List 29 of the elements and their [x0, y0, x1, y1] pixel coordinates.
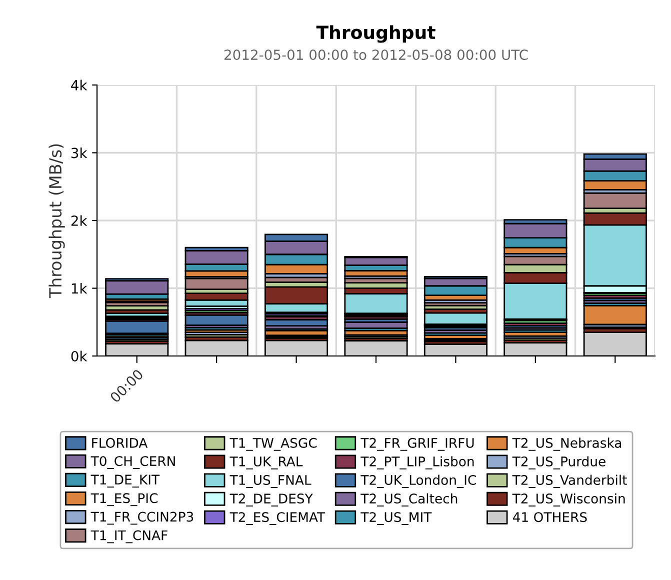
legend-label: T1_IT_CNAF [90, 530, 168, 544]
legend-label: T2_FR_GRIF_IRFU [360, 438, 474, 451]
legend-label: T2_UK_London_IC [360, 474, 476, 488]
legend-label: T2_US_Caltech [360, 493, 458, 506]
legend-label: T2_DE_DESY [230, 494, 313, 506]
legend-label: T1_US_FNAL [230, 475, 312, 488]
y-tick-label: 0k [71, 350, 88, 362]
legend-label: T1_UK_RAL [230, 456, 303, 470]
legend-label: T2_US_Vanderbilt [512, 474, 627, 488]
legend-label: 41 OTHERS [512, 512, 587, 522]
legend-label: T2_US_Purdue [512, 456, 606, 470]
legend-label: T2_PT_LIP_Lisbon [360, 456, 474, 470]
legend-label: T1_FR_CCIN2P3 [90, 512, 194, 525]
legend-label: T1_ES_PIC [90, 493, 158, 506]
legend-label: FLORIDA [92, 438, 148, 448]
legend-label: T2_ES_CIEMAT [230, 512, 326, 525]
y-axis-title: Throughput (MB/s) [48, 144, 65, 298]
y-tick-label: 2k [71, 215, 88, 226]
y-tick-label: 1k [72, 282, 88, 294]
y-tick-label: 3k [71, 147, 88, 158]
legend-label: T2_US_Wisconsin [512, 493, 625, 506]
legend-label: T2_US_Nebraska [512, 438, 622, 451]
legend-label: T1_TW_ASGC [230, 438, 317, 451]
chart-title: Throughput [316, 25, 436, 43]
legend-label: T2_US_MIT [360, 512, 432, 525]
y-tick-label: 4k [71, 80, 88, 90]
chart-subtitle: 2012-05-01 00:00 to 2012-05-08 00:00 UTC [224, 50, 528, 60]
legend-label: T0_CH_CERN [90, 456, 175, 469]
legend-label: T1_DE_KIT [90, 474, 160, 488]
